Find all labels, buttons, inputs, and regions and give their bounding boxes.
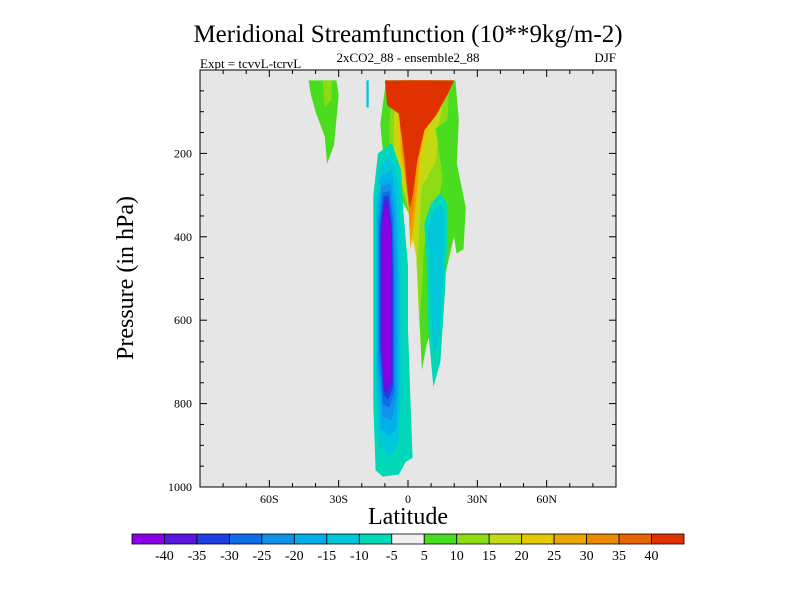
colorbar-label: -10 bbox=[350, 549, 369, 564]
contour-region-southern-tiny-upper bbox=[366, 80, 369, 108]
contour-region-northern-lower-cell-10 bbox=[427, 203, 445, 354]
colorbar-label: -40 bbox=[155, 549, 174, 564]
x-tick-label: 30S bbox=[329, 492, 348, 506]
x-axis-label: Latitude bbox=[368, 504, 448, 530]
x-tick-label: 30N bbox=[467, 492, 488, 506]
contour-region-southern-upper-tongue-10 bbox=[322, 80, 332, 108]
y-tick-label: 400 bbox=[174, 230, 192, 244]
colorbar-label: 40 bbox=[645, 549, 659, 564]
colorbar-swatch bbox=[423, 533, 458, 545]
colorbar-swatch bbox=[131, 533, 165, 545]
contour-region-southern-upper-tongue-outer bbox=[308, 80, 339, 164]
y-tick-label: 1000 bbox=[168, 480, 192, 494]
contour-region-southern-cell-40 bbox=[381, 207, 391, 389]
colorbar-swatch bbox=[261, 533, 295, 545]
chart-subtitle: 2xCO2_88 - ensemble2_88 bbox=[337, 50, 480, 65]
colorbar-swatch bbox=[164, 533, 198, 545]
colorbar-label: -35 bbox=[188, 549, 207, 564]
colorbar-label: 10 bbox=[450, 549, 464, 564]
colorbar-label: 30 bbox=[580, 549, 594, 564]
colorbar-swatch bbox=[456, 533, 490, 545]
colorbar-label: -20 bbox=[285, 549, 304, 564]
colorbar-swatch bbox=[618, 533, 652, 545]
x-tick-label: 0 bbox=[405, 492, 411, 506]
colorbar-swatch bbox=[391, 533, 425, 545]
colorbar-swatch bbox=[553, 533, 587, 545]
colorbar-label: -15 bbox=[317, 549, 336, 564]
colorbar-label: 25 bbox=[547, 549, 561, 564]
contour-region-northern-upper-tongue bbox=[435, 120, 466, 254]
contour-regions bbox=[308, 80, 466, 477]
colorbar-label: 35 bbox=[612, 549, 626, 564]
y-axis-label: Pressure (in hPa) bbox=[113, 196, 139, 360]
y-tick-label: 800 bbox=[174, 397, 192, 411]
colorbar-swatch bbox=[229, 533, 263, 545]
colorbar-swatch bbox=[326, 533, 360, 545]
plot-area bbox=[199, 69, 617, 488]
season-label: DJF bbox=[594, 50, 616, 65]
colorbar-swatch bbox=[488, 533, 523, 545]
experiment-label: Expt = tcvvL-tcrvL bbox=[200, 56, 301, 71]
colorbar-swatch bbox=[293, 533, 328, 545]
colorbar-label: -30 bbox=[220, 549, 239, 564]
colorbar-label: 15 bbox=[482, 549, 496, 564]
y-tick-label: 200 bbox=[174, 146, 192, 160]
colorbar-label: 20 bbox=[515, 549, 529, 564]
colorbar-label: -5 bbox=[386, 549, 398, 564]
colorbar-swatch bbox=[358, 533, 393, 545]
y-tick-label: 600 bbox=[174, 313, 192, 327]
x-tick-label: 60N bbox=[536, 492, 557, 506]
colorbar-label: -25 bbox=[253, 549, 272, 564]
chart-title: Meridional Streamfunction (10**9kg/m-2) bbox=[193, 21, 622, 48]
colorbar: -40 -35 -30 -25 -20 -15 -10 -5 5 10 15 20 25 30 35 40 bbox=[131, 533, 685, 564]
colorbar-label: 5 bbox=[421, 549, 428, 564]
colorbar-swatch bbox=[196, 533, 230, 545]
colorbar-swatch bbox=[651, 533, 685, 545]
x-tick-label: 60S bbox=[260, 492, 279, 506]
axis-ticks bbox=[200, 70, 616, 487]
contour-region-northern-cell-40 bbox=[384, 80, 455, 208]
colorbar-swatch bbox=[586, 533, 620, 545]
colorbar-swatch bbox=[521, 533, 555, 545]
